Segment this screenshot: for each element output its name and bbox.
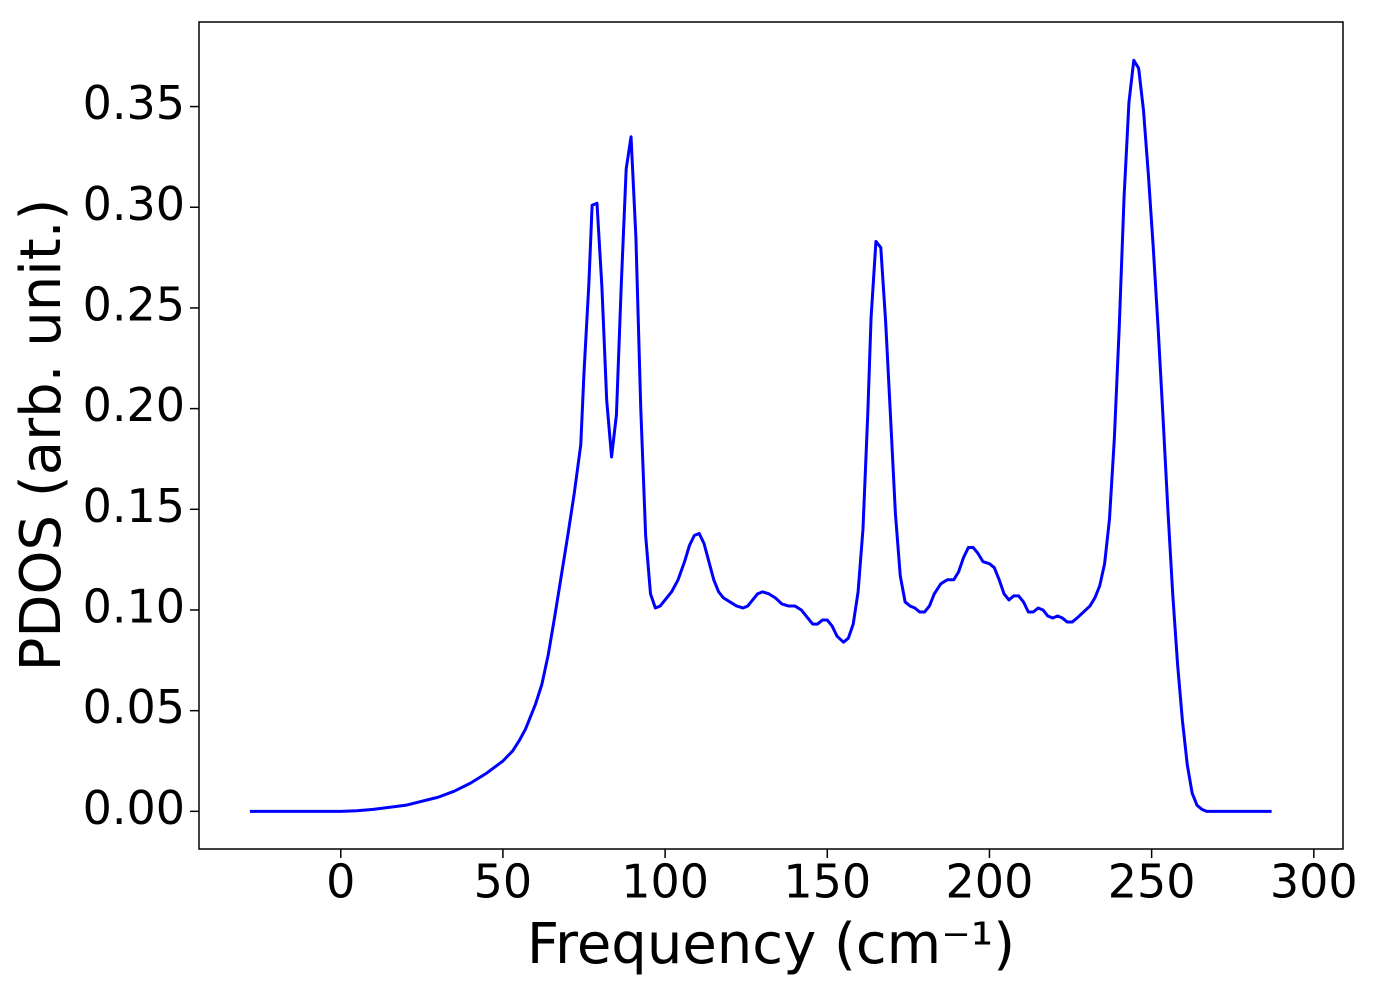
data-line — [249, 58, 1272, 813]
plot-frame — [198, 21, 1344, 850]
x-tick-label: 250 — [1108, 855, 1196, 909]
x-axis-label: Frequency (cm⁻¹) — [527, 912, 1015, 977]
y-tick-label: 0.15 — [83, 479, 185, 533]
y-tick-label: 0.35 — [83, 76, 185, 130]
y-tick-label: 0.10 — [83, 579, 185, 633]
y-tick-label: 0.05 — [83, 680, 185, 734]
y-tick-label: 0.25 — [83, 277, 185, 331]
x-tick-label: 200 — [946, 855, 1034, 909]
x-tick-label: 50 — [474, 855, 533, 909]
x-tick-label: 150 — [783, 855, 871, 909]
y-tick-label: 0.20 — [83, 378, 185, 432]
x-tick-label: 0 — [326, 855, 355, 909]
y-axis-label: PDOS (arb. unit.) — [9, 199, 74, 672]
x-tick-label: 300 — [1270, 855, 1358, 909]
y-tick-label: 0.00 — [83, 781, 185, 835]
y-tick-label: 0.30 — [83, 177, 185, 231]
x-tick-label: 100 — [621, 855, 709, 909]
